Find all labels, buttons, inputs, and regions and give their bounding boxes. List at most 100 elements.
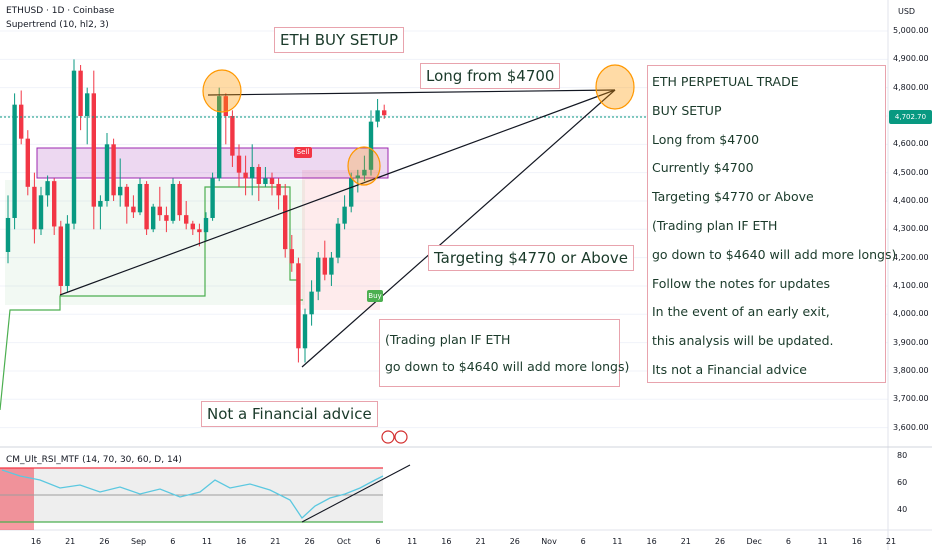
price-tick: 4,600.00 — [893, 139, 929, 149]
buy-signal[interactable]: Buy — [367, 290, 383, 302]
disclaimer-annotation[interactable]: Not a Financial advice — [201, 401, 378, 427]
time-tick: Sep — [131, 537, 146, 546]
time-tick: Oct — [337, 537, 351, 546]
highlight-circle-right — [595, 64, 635, 110]
candle-body — [355, 175, 360, 179]
time-tick: 16 — [852, 537, 862, 546]
price-tick: 4,100.00 — [893, 280, 929, 290]
candle-body — [65, 223, 70, 286]
candle-body — [137, 183, 143, 213]
price-tick: 5,000.00 — [893, 26, 929, 35]
rsi-trendline — [301, 464, 411, 523]
time-tick: 6 — [786, 537, 791, 546]
candle-body — [283, 195, 288, 250]
panel-line: go down to $4640 will add more longs) — [652, 246, 897, 262]
candle-body — [78, 70, 83, 116]
candle-body — [236, 155, 242, 173]
price-tick: 3,800.00 — [893, 365, 929, 375]
price-tick: 3,900.00 — [893, 337, 929, 347]
time-tick: 21 — [886, 537, 896, 546]
price-tick: 4,000.00 — [893, 309, 929, 319]
panel-line: ETH PERPETUAL TRADE — [652, 74, 799, 89]
candle-body — [151, 206, 156, 230]
time-tick: 26 — [510, 537, 520, 546]
trendline-low — [301, 89, 616, 368]
event-icons — [381, 430, 408, 444]
candle-body — [230, 115, 235, 156]
time-axis: 16 21 26 Sep 6 11 16 21 26 Oct 6 11 16 21 26 Nov 6 11 16 21… — [31, 537, 896, 546]
candle-body — [85, 93, 90, 116]
trading-plan-line: (Trading plan IF ETH — [385, 332, 511, 347]
candle-body — [45, 181, 50, 196]
trading-plan-line: go down to $4640 will add more longs) — [385, 359, 630, 374]
title-annotation[interactable]: ETH BUY SETUP — [274, 27, 405, 53]
candle-body — [98, 200, 103, 207]
time-tick: Dec — [746, 537, 761, 546]
candle-body — [170, 183, 176, 221]
panel-line: Targeting $4770 or Above — [652, 189, 814, 205]
sell-zone-shade — [302, 170, 380, 310]
candle-body — [250, 166, 255, 179]
panel-line: In the event of an early exit, — [652, 304, 830, 320]
rsi-tick: 80 — [897, 451, 908, 460]
candle-body — [71, 70, 77, 224]
candle-body — [12, 104, 17, 218]
uptrend-fill — [5, 180, 305, 305]
price-tick: 4,800.00 — [893, 82, 929, 92]
time-tick: 21 — [681, 537, 691, 546]
long-from-annotation[interactable]: Long from $4700 — [420, 63, 561, 89]
current-price-badge: 4,702.70 — [889, 110, 932, 124]
time-tick: 11 — [818, 537, 828, 546]
candle-body — [184, 215, 189, 224]
price-tick: 4,500.00 — [893, 167, 929, 177]
candle-body — [302, 314, 308, 349]
symbol-label[interactable]: ETHUSD · 1D · Coinbase — [6, 6, 115, 16]
sell-signal[interactable]: Sell — [294, 147, 312, 158]
candle-body — [197, 229, 202, 233]
panel-line: Currently $4700 — [652, 160, 754, 176]
panel-line: Follow the notes for updates — [652, 275, 831, 291]
rsi-label[interactable]: CM_Ult_RSI_MTF (14, 70, 30, 60, D, 14) — [6, 455, 182, 465]
candle-body — [276, 183, 281, 196]
trade-notes-panel[interactable]: ETH PERPETUAL TRADE BUY SETUP Long from … — [647, 65, 897, 383]
panel-line: this analysis will be updated. — [652, 333, 834, 349]
candle-body — [52, 181, 57, 227]
time-tick: 16 — [236, 537, 246, 546]
candle-body — [322, 257, 327, 275]
price-tick: 3,700.00 — [893, 394, 929, 404]
price-tick: 4,900.00 — [893, 54, 929, 64]
candle-body — [256, 166, 261, 184]
highlight-circle-left — [202, 69, 242, 113]
price-tick: 4,400.00 — [893, 195, 929, 205]
candle-body — [368, 121, 374, 170]
rsi-overbought-shade — [0, 468, 34, 530]
time-tick: 16 — [31, 537, 41, 546]
time-tick: 26 — [99, 537, 109, 546]
candle-body — [118, 186, 123, 196]
time-tick: 11 — [202, 537, 212, 546]
time-tick: 16 — [441, 537, 451, 546]
candle-body — [210, 178, 215, 218]
time-tick: 11 — [612, 537, 622, 546]
time-tick: 26 — [305, 537, 315, 546]
rsi-tick: 60 — [897, 478, 908, 487]
price-tick: 4,200.00 — [893, 252, 929, 262]
price-tick: 3,600.00 — [893, 422, 929, 432]
flag-icon — [381, 430, 395, 444]
time-tick: Nov — [541, 537, 557, 546]
targeting-annotation[interactable]: Targeting $4770 or Above — [428, 245, 635, 271]
panel-line: BUY SETUP — [652, 102, 722, 118]
candle-body — [38, 195, 44, 230]
candle-body — [131, 206, 136, 213]
rsi-line — [1, 469, 384, 519]
trendline-mid — [59, 89, 616, 296]
highlight-circle-mid — [347, 146, 381, 186]
candle-body — [375, 110, 380, 122]
indicator-label[interactable]: Supertrend (10, hl2, 3) — [6, 20, 109, 30]
candle-body — [91, 93, 96, 207]
panel-line: (Trading plan IF ETH — [652, 217, 778, 233]
trading-plan-annotation[interactable]: (Trading plan IF ETH go down to $4640 wi… — [379, 319, 630, 387]
candle-body — [104, 144, 110, 201]
time-tick: 6 — [375, 537, 380, 546]
candle-body — [124, 186, 129, 207]
